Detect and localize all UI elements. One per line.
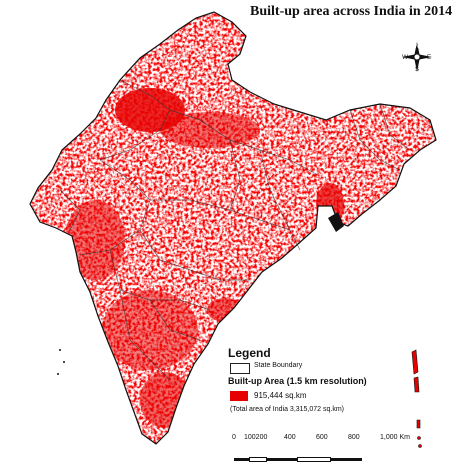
compass-rose-icon: N W E S	[402, 42, 432, 73]
scale-label-2: 400	[284, 434, 296, 441]
builtup-south	[140, 372, 190, 428]
total-area-note: (Total area of India 3,315,072 sq.km)	[230, 406, 345, 413]
state-boundary-swatch	[230, 363, 250, 374]
scale-label-5: 1,000 Km	[380, 434, 410, 441]
scale-line	[234, 448, 362, 462]
builtup-deccan	[102, 290, 198, 370]
scale-label-1: 100200	[244, 434, 268, 441]
state-boundaries	[59, 79, 411, 381]
compass-w: W	[402, 55, 408, 61]
builtup-gujarat-maharashtra	[65, 200, 125, 280]
builtup-east-coast	[207, 298, 243, 322]
compass-n: N	[415, 44, 419, 50]
lakshadweep-islands	[57, 349, 65, 375]
builtup-swatch	[230, 391, 248, 401]
scale-bar: 0 100200 400 600 800 1,000 Km	[230, 434, 430, 462]
map-title: Built-up area across India in 2014	[250, 4, 453, 19]
legend-title: Legend	[228, 346, 271, 360]
builtup-value: 915,444 sq.km	[254, 391, 307, 400]
legend: Legend State Boundary Built-up Area (1.5…	[228, 346, 428, 426]
sundarbans-patch	[328, 212, 344, 232]
andaman-nicobar-islands	[411, 349, 422, 448]
scale-label-0: 0	[232, 434, 236, 441]
compass-s: S	[415, 67, 419, 73]
scale-label-3: 600	[316, 434, 328, 441]
builtup-gangetic-plain	[160, 112, 260, 148]
scale-label-4: 800	[348, 434, 360, 441]
compass-e: E	[427, 55, 431, 61]
state-boundary-label: State Boundary	[254, 362, 303, 369]
builtup-title: Built-up Area (1.5 km resolution)	[228, 376, 367, 386]
